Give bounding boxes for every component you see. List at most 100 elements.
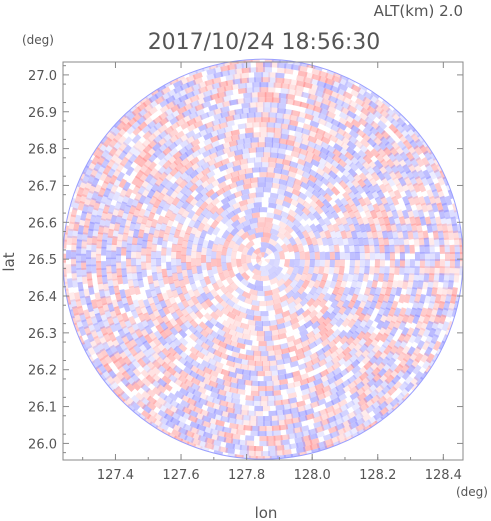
radar-cell — [322, 87, 334, 96]
radar-cell — [147, 211, 156, 222]
radar-cell — [204, 437, 215, 445]
radar-cell — [94, 312, 103, 323]
radar-cell — [401, 209, 410, 220]
radar-cell — [294, 131, 304, 139]
radar-cell — [141, 215, 149, 225]
radar-cell — [183, 102, 194, 112]
radar-cell — [309, 351, 319, 361]
radar-cell — [221, 100, 232, 108]
radar-cell — [389, 244, 395, 254]
radar-cell — [294, 347, 305, 356]
radar-cell — [383, 216, 391, 226]
radar-cell — [378, 183, 388, 194]
radar-echo-field — [63, 59, 463, 460]
radar-cell — [428, 209, 436, 220]
radar-cell — [163, 152, 173, 162]
radar-cell — [179, 139, 190, 149]
radar-cell — [108, 174, 118, 185]
radar-cell — [250, 182, 259, 189]
radar-cell — [184, 85, 195, 95]
radar-cell — [148, 421, 159, 430]
radar-cell — [276, 322, 286, 330]
radar-cell — [247, 324, 256, 331]
radar-cell — [312, 183, 322, 193]
radar-cell — [222, 374, 232, 382]
radar-cell — [81, 232, 88, 242]
radar-cell — [213, 71, 224, 79]
radar-cell — [434, 266, 440, 276]
radar-cell — [317, 321, 327, 331]
radar-cell — [199, 347, 210, 357]
radar-cell — [242, 224, 252, 233]
radar-cell — [195, 368, 206, 377]
radar-cell — [185, 385, 196, 395]
radar-cell — [255, 62, 265, 68]
radar-cell — [189, 169, 199, 179]
radar-cell — [171, 196, 181, 207]
radar-cell — [306, 98, 317, 106]
radar-cell — [258, 386, 267, 392]
radar-cell — [343, 157, 354, 167]
radar-cell — [271, 430, 282, 436]
radar-cell — [325, 110, 336, 119]
radar-cell — [384, 286, 392, 297]
radar-cell — [329, 350, 340, 360]
radar-cell — [94, 214, 102, 225]
radar-cell — [143, 225, 151, 235]
radar-cell — [236, 424, 246, 431]
radar-cell — [376, 170, 386, 181]
radar-cell — [278, 138, 288, 145]
radar-cell — [353, 318, 363, 329]
radar-cell — [273, 208, 283, 216]
radar-cell — [161, 292, 170, 302]
radar-cell — [201, 354, 212, 363]
radar-cell — [309, 251, 315, 260]
radar-cell — [361, 382, 372, 393]
radar-cell — [246, 282, 257, 291]
radar-cell — [151, 265, 157, 274]
radar-cell — [200, 207, 210, 217]
radar-cell — [264, 425, 274, 432]
radar-cell — [249, 177, 259, 184]
radar-cell — [299, 334, 309, 343]
radar-cell — [231, 258, 237, 268]
radar-cell — [217, 175, 227, 184]
radar-cell — [176, 243, 183, 253]
radar-cell — [215, 321, 225, 331]
radar-cell — [386, 357, 396, 368]
radar-cell — [105, 211, 113, 222]
radar-cell — [372, 109, 383, 120]
radar-cell — [110, 153, 120, 164]
radar-cell — [273, 167, 283, 175]
radar-cell — [338, 152, 348, 162]
radar-cell — [302, 123, 313, 131]
radar-cell — [343, 185, 353, 195]
radar-cell — [429, 151, 438, 161]
radar-cell — [385, 135, 396, 146]
radar-cell — [161, 192, 171, 203]
radar-cell — [167, 275, 175, 285]
radar-cell — [80, 210, 88, 221]
radar-cell — [162, 232, 170, 242]
radar-cell — [183, 232, 191, 242]
radar-cell — [234, 63, 244, 70]
radar-cell — [223, 332, 233, 340]
radar-cell — [266, 395, 276, 402]
radar-cell — [429, 216, 437, 226]
radar-cell — [282, 78, 292, 85]
radar-cell — [269, 107, 279, 113]
radar-cell — [142, 116, 153, 127]
radar-cell — [102, 204, 111, 215]
radar-cell — [141, 261, 147, 271]
radar-cell — [271, 182, 281, 190]
radar-cell — [301, 229, 311, 240]
radar-cell — [142, 417, 153, 426]
radar-cell — [264, 222, 274, 229]
y-tick-label: 26.7 — [28, 179, 57, 194]
radar-cell — [371, 400, 382, 410]
radar-cell — [312, 105, 323, 114]
radar-cell — [423, 273, 430, 283]
radar-cell — [181, 109, 192, 118]
radar-cell — [213, 236, 221, 246]
radar-cell — [358, 83, 369, 92]
